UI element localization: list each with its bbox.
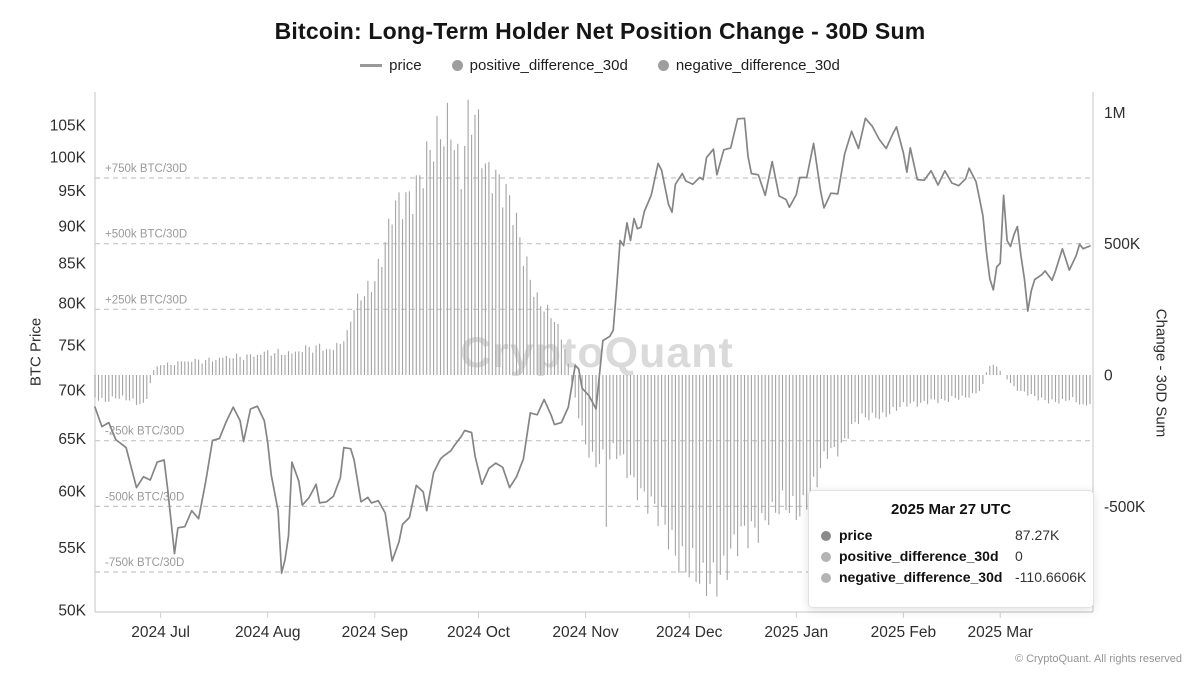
tooltip-positive-label: positive_difference_30d <box>839 548 999 564</box>
y-axis-right: 1M 500K 0 -500K <box>1104 105 1146 516</box>
svg-text:60K: 60K <box>58 483 86 500</box>
svg-text:75K: 75K <box>58 338 86 355</box>
svg-text:-250k BTC/30D: -250k BTC/30D <box>105 426 184 438</box>
watermark: CryptoQuant <box>460 329 734 377</box>
svg-text:90K: 90K <box>58 218 86 235</box>
tooltip-row-positive-difference: positive_difference_30d 0 <box>821 546 1081 567</box>
y-axis-left: 105K 100K 95K 90K 85K 80K 75K 70K 65K 60K 55K 50K <box>50 118 87 620</box>
svg-text:100K: 100K <box>50 150 87 167</box>
right-axis-title: Change - 30D Sum <box>1152 308 1170 438</box>
tooltip-positive-value: 0 <box>1015 548 1023 564</box>
negative-difference-marker-icon <box>821 572 831 583</box>
svg-text:65K: 65K <box>58 431 86 448</box>
svg-text:95K: 95K <box>58 183 86 200</box>
svg-text:70K: 70K <box>58 383 86 400</box>
negative-difference-dot-icon <box>657 60 669 71</box>
svg-text:2024 Sep: 2024 Sep <box>342 624 408 641</box>
price-line-swatch-icon <box>360 64 383 67</box>
svg-text:2025 Feb: 2025 Feb <box>871 624 937 641</box>
svg-text:2025 Mar: 2025 Mar <box>967 624 1032 641</box>
tooltip-negative-label: negative_difference_30d <box>839 569 1003 585</box>
svg-text:-500K: -500K <box>1104 499 1146 516</box>
svg-text:2024 Nov: 2024 Nov <box>552 624 619 641</box>
x-axis: 2024 Jul 2024 Aug 2024 Sep 2024 Oct 2024 Nov… <box>131 612 1033 641</box>
svg-text:+750k BTC/30D: +750k BTC/30D <box>105 163 187 175</box>
svg-text:+500k BTC/30D: +500k BTC/30D <box>105 229 187 241</box>
svg-text:0: 0 <box>1104 368 1113 385</box>
svg-text:2024 Oct: 2024 Oct <box>447 624 511 641</box>
bars-layer <box>94 99 1091 597</box>
legend-label-positive-difference: positive_difference_30d <box>469 57 628 74</box>
chart-title: Bitcoin: Long-Term Holder Net Position C… <box>274 18 926 44</box>
legend-label-price: price <box>389 57 422 74</box>
svg-text:+250k BTC/30D: +250k BTC/30D <box>105 294 187 306</box>
copyright-notice: © CryptoQuant. All rights reserved <box>1014 653 1182 665</box>
tooltip-row-negative-difference: negative_difference_30d -110.6606K <box>821 567 1086 588</box>
left-axis-title: BTC Price <box>27 317 45 387</box>
svg-text:2024 Aug: 2024 Aug <box>235 624 301 641</box>
svg-text:50K: 50K <box>58 603 86 620</box>
svg-text:1M: 1M <box>1104 105 1126 122</box>
svg-text:55K: 55K <box>58 540 86 557</box>
svg-text:2025 Jan: 2025 Jan <box>764 624 828 641</box>
svg-text:2024 Jul: 2024 Jul <box>131 624 190 641</box>
legend-item-negative-difference[interactable]: negative_difference_30d <box>657 57 840 74</box>
positive-difference-marker-icon <box>821 551 831 562</box>
price-line <box>94 117 1091 574</box>
legend-label-negative-difference: negative_difference_30d <box>675 57 840 74</box>
hover-tooltip: 2025 Mar 27 UTC price 87.27K positive_di… <box>808 490 1094 608</box>
svg-text:2024 Dec: 2024 Dec <box>656 624 723 641</box>
tooltip-row-price: price 87.27K <box>821 525 1081 546</box>
tooltip-price-value: 87.27K <box>1015 527 1060 543</box>
price-marker-icon <box>821 530 831 541</box>
svg-text:500K: 500K <box>1104 236 1141 253</box>
svg-text:105K: 105K <box>50 118 87 135</box>
legend: price positive_difference_30d negative_d… <box>0 57 1200 74</box>
tooltip-negative-value: -110.6606K <box>1015 569 1087 585</box>
svg-text:-500k BTC/30D: -500k BTC/30D <box>105 491 184 503</box>
svg-text:-750k BTC/30D: -750k BTC/30D <box>105 557 184 569</box>
legend-item-price[interactable]: price <box>360 57 422 74</box>
tooltip-date: 2025 Mar 27 UTC <box>890 501 1012 518</box>
positive-difference-dot-icon <box>451 60 463 71</box>
svg-text:80K: 80K <box>58 295 86 312</box>
svg-text:85K: 85K <box>58 256 86 273</box>
tooltip-price-label: price <box>839 527 873 543</box>
legend-item-positive-difference[interactable]: positive_difference_30d <box>451 57 628 74</box>
